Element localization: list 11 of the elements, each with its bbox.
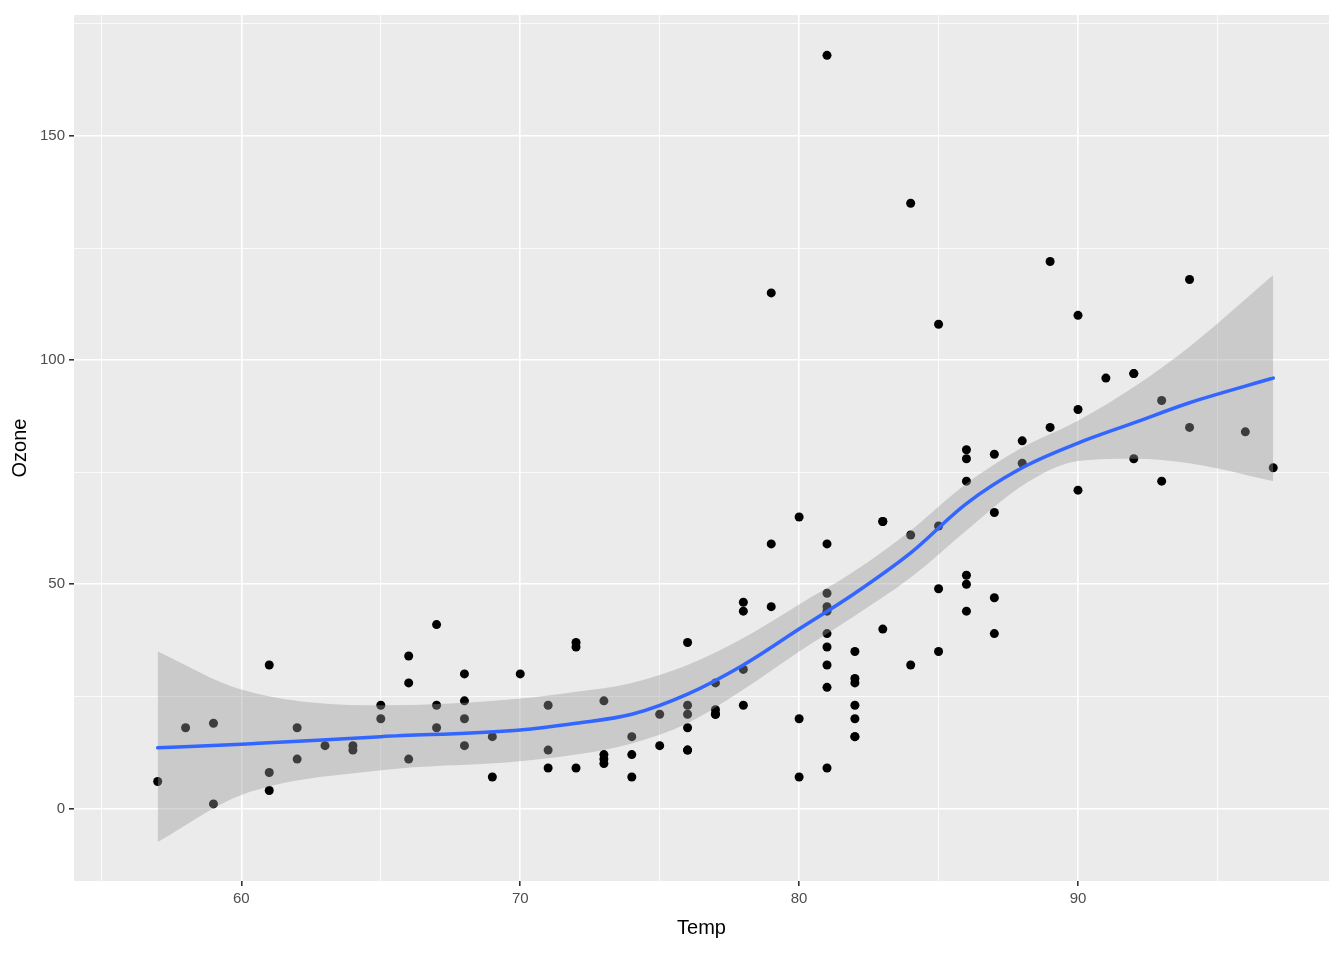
- line-series: [155, 376, 1275, 750]
- x-tick-label: 90: [1069, 889, 1087, 907]
- y-axis-title: Ozone: [7, 418, 30, 478]
- y-tick-label: 150: [40, 126, 66, 144]
- y-tick-label: 0: [56, 798, 66, 816]
- y-tick-label: 100: [40, 350, 66, 368]
- x-axis-title: Temp: [677, 915, 726, 938]
- x-tick-label: 70: [511, 889, 529, 907]
- y-tick-label: 50: [48, 574, 66, 592]
- x-tick-label: 60: [233, 889, 250, 907]
- x-tick-label: 80: [790, 889, 808, 907]
